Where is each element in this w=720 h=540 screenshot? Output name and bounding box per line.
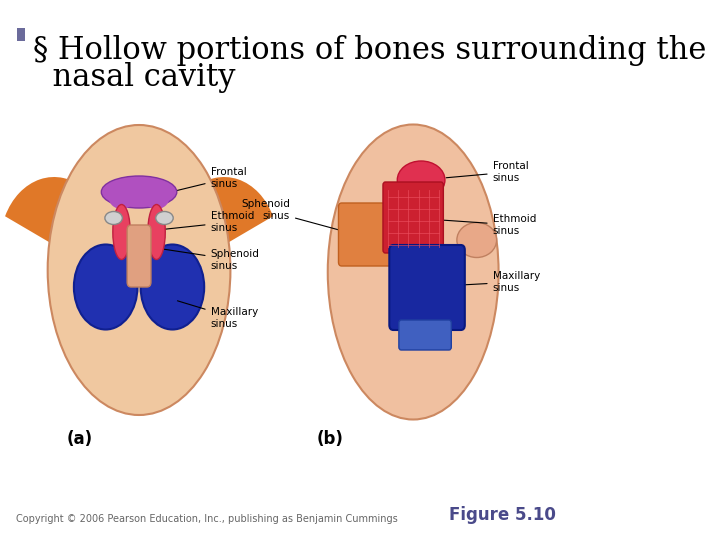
Text: nasal cavity: nasal cavity xyxy=(33,62,236,93)
Ellipse shape xyxy=(128,235,150,259)
FancyBboxPatch shape xyxy=(399,320,451,350)
Ellipse shape xyxy=(113,205,130,260)
Ellipse shape xyxy=(328,125,498,420)
FancyBboxPatch shape xyxy=(338,203,397,266)
Text: Frontal
sinus: Frontal sinus xyxy=(446,161,528,183)
FancyBboxPatch shape xyxy=(383,182,444,253)
Text: (a): (a) xyxy=(66,430,92,448)
Text: Ethmoid
sinus: Ethmoid sinus xyxy=(444,214,536,236)
Text: Maxillary
sinus: Maxillary sinus xyxy=(464,271,540,293)
Wedge shape xyxy=(5,177,85,245)
Ellipse shape xyxy=(105,212,122,225)
Text: § Hollow portions of bones surrounding the: § Hollow portions of bones surrounding t… xyxy=(33,35,707,66)
FancyBboxPatch shape xyxy=(17,28,24,41)
Ellipse shape xyxy=(156,212,174,225)
FancyBboxPatch shape xyxy=(390,245,465,330)
Ellipse shape xyxy=(109,187,134,209)
Ellipse shape xyxy=(102,176,177,208)
Ellipse shape xyxy=(457,222,497,258)
Text: (b): (b) xyxy=(316,430,343,448)
Text: Ethmoid
sinus: Ethmoid sinus xyxy=(160,211,254,233)
Ellipse shape xyxy=(48,125,230,415)
Text: Maxillary
sinus: Maxillary sinus xyxy=(177,301,258,329)
Text: Sphenoid
sinus: Sphenoid sinus xyxy=(152,247,259,271)
Ellipse shape xyxy=(74,245,138,329)
FancyBboxPatch shape xyxy=(127,225,151,287)
Ellipse shape xyxy=(397,161,445,199)
Text: Figure 5.10: Figure 5.10 xyxy=(449,506,556,524)
Ellipse shape xyxy=(140,245,204,329)
Text: Copyright © 2006 Pearson Education, Inc., publishing as Benjamin Cummings: Copyright © 2006 Pearson Education, Inc.… xyxy=(16,514,397,524)
Ellipse shape xyxy=(144,187,169,209)
Text: Sphenoid
sinus: Sphenoid sinus xyxy=(241,199,355,234)
Text: Frontal
sinus: Frontal sinus xyxy=(174,167,246,191)
Wedge shape xyxy=(193,177,273,245)
Ellipse shape xyxy=(148,205,166,260)
